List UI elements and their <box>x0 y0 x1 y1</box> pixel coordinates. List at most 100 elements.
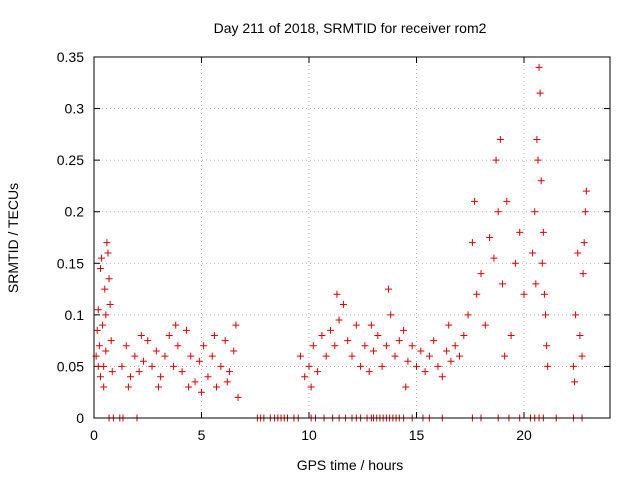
data-point <box>195 357 203 365</box>
x-tick-label: 10 <box>301 427 317 443</box>
y-tick-label: 0.15 <box>57 255 84 271</box>
data-point <box>307 383 315 391</box>
data-point <box>382 342 390 350</box>
data-point <box>468 239 476 247</box>
data-point <box>473 290 481 298</box>
data-point <box>445 321 453 329</box>
data-point <box>499 280 506 288</box>
data-point <box>148 362 156 370</box>
data-point <box>223 378 231 386</box>
data-point <box>503 197 511 205</box>
data-point <box>296 352 304 360</box>
data-point <box>152 347 160 355</box>
data-point <box>579 270 587 278</box>
data-point <box>348 352 356 360</box>
data-point <box>213 383 221 391</box>
data-point <box>374 331 382 339</box>
data-point <box>187 352 195 360</box>
data-point <box>387 311 395 319</box>
data-point <box>318 331 326 339</box>
x-tick-label: 0 <box>90 427 98 443</box>
data-point <box>367 321 375 329</box>
data-point <box>157 373 165 381</box>
data-point <box>301 373 309 381</box>
data-point <box>94 306 102 314</box>
data-point <box>182 326 190 334</box>
data-point <box>165 331 173 339</box>
data-point <box>578 352 586 360</box>
data-point <box>178 368 186 376</box>
data-point <box>344 337 352 345</box>
data-point <box>543 342 551 350</box>
data-point <box>352 321 360 329</box>
chart-title: Day 211 of 2018, SRMTID for receiver rom… <box>214 20 487 36</box>
data-point <box>385 285 393 293</box>
data-point <box>137 331 145 339</box>
data-point <box>230 347 238 355</box>
data-point <box>144 337 152 345</box>
data-point <box>198 388 205 396</box>
data-point <box>511 259 519 267</box>
data-point <box>357 362 365 370</box>
data-point <box>106 301 114 309</box>
data-point <box>464 311 472 319</box>
data-point <box>155 383 162 391</box>
data-point <box>309 342 317 350</box>
data-point <box>96 373 104 381</box>
data-point <box>391 352 399 360</box>
data-point <box>529 249 537 257</box>
y-tick-label: 0.3 <box>65 101 85 117</box>
data-point <box>108 368 116 376</box>
data-point <box>107 337 115 345</box>
data-point <box>322 352 330 360</box>
y-tick-label: 0.35 <box>57 49 84 65</box>
data-point <box>204 373 212 381</box>
y-tick-label: 0 <box>76 410 84 426</box>
data-point <box>221 337 229 345</box>
data-point <box>438 373 446 381</box>
data-point <box>536 89 544 97</box>
plot-frame <box>93 56 611 419</box>
data-point <box>370 347 377 355</box>
data-point <box>443 347 451 355</box>
y-tick-label: 0.2 <box>65 204 85 220</box>
data-point <box>174 342 182 350</box>
data-point <box>434 362 442 370</box>
data-point <box>486 234 494 241</box>
data-point <box>101 285 109 293</box>
data-point <box>572 311 580 319</box>
data-point <box>477 270 485 278</box>
data-point <box>539 228 547 236</box>
data-point <box>451 342 459 350</box>
data-point <box>93 326 101 334</box>
data-point <box>96 264 104 272</box>
data-point <box>191 378 199 386</box>
data-point <box>95 342 103 350</box>
data-point <box>172 321 180 329</box>
data-point <box>170 362 178 370</box>
data-point <box>378 362 386 370</box>
data-point <box>408 342 416 350</box>
data-point <box>127 373 135 381</box>
data-point <box>492 156 500 164</box>
data-point <box>135 368 143 376</box>
data-point <box>540 290 548 298</box>
data-point <box>490 254 498 262</box>
y-tick-label: 0.05 <box>57 358 84 374</box>
data-point <box>327 326 334 334</box>
data-point <box>122 342 130 350</box>
x-axis-label: GPS time / hours <box>297 457 404 473</box>
data-point <box>532 280 540 288</box>
data-point <box>124 383 132 391</box>
data-point <box>361 342 369 350</box>
data-point <box>581 208 589 216</box>
data-point <box>542 311 549 319</box>
data-point <box>331 342 339 350</box>
data-point <box>537 177 545 185</box>
data-point <box>582 187 590 195</box>
data-point <box>400 326 408 334</box>
data-point <box>365 368 373 376</box>
data-point <box>402 383 410 391</box>
data-point <box>576 331 584 339</box>
